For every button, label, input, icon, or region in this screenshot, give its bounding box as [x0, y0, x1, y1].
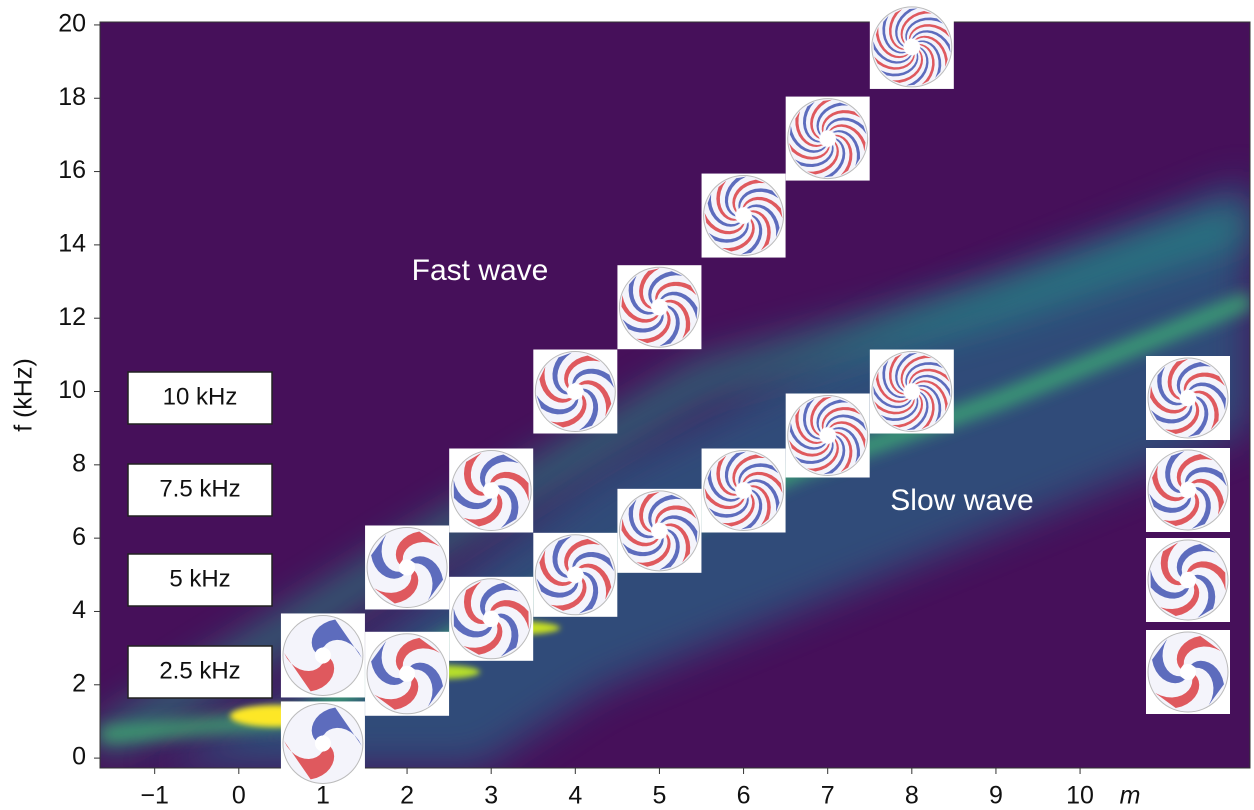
- glyph-hub: [1180, 482, 1196, 498]
- glyph-hub: [483, 482, 499, 498]
- glyph-hub: [567, 384, 583, 400]
- y-tick-label: 14: [58, 229, 86, 257]
- mode-pattern: [870, 5, 954, 89]
- glyph-hub: [399, 666, 415, 682]
- x-tick-label: 1: [316, 782, 330, 810]
- mode-pattern: [281, 701, 365, 785]
- glyph-hub: [736, 208, 752, 224]
- glyph-hub: [904, 39, 920, 55]
- y-tick-label: 10: [58, 376, 86, 404]
- mode-pattern: [702, 174, 786, 258]
- x-tick-label: 9: [989, 782, 1003, 810]
- glyph-hub: [1180, 390, 1196, 406]
- x-tick-label: 5: [652, 782, 666, 810]
- glyph-hub: [820, 428, 836, 444]
- annotation: Fast wave: [412, 254, 549, 287]
- y-axis-label: f (kHz): [10, 358, 38, 432]
- glyph-hub: [651, 299, 667, 315]
- glyph-hub: [820, 131, 836, 147]
- x-tick-label: 2: [400, 782, 414, 810]
- y-tick-label: 20: [58, 10, 86, 38]
- frequency-box-label: 2.5 kHz: [159, 657, 240, 684]
- x-tick-label: 8: [905, 782, 919, 810]
- mode-pattern: [533, 350, 617, 434]
- y-tick-label: 8: [72, 449, 86, 477]
- chart: Fast wave Slow wave f (kHz) m 0246810121…: [0, 0, 1254, 810]
- side-pattern: [1146, 448, 1230, 532]
- mode-pattern: [786, 97, 870, 181]
- x-tick-label: 6: [737, 782, 751, 810]
- side-pattern: [1146, 630, 1230, 714]
- glyph-hub: [315, 647, 331, 663]
- glyph-hub: [399, 559, 415, 575]
- y-tick-label: 16: [58, 156, 86, 184]
- glyph-hub: [567, 567, 583, 583]
- x-tick-label: 7: [821, 782, 835, 810]
- y-tick-label: 2: [72, 669, 86, 697]
- glyph-hub: [1180, 572, 1196, 588]
- mode-pattern: [617, 265, 701, 349]
- x-tick-label: 10: [1066, 782, 1094, 810]
- mode-pattern: [533, 533, 617, 617]
- mode-pattern: [870, 350, 954, 434]
- glyph-hub: [904, 384, 920, 400]
- frequency-box-label: 5 kHz: [169, 565, 230, 592]
- frequency-box-label: 10 kHz: [163, 383, 238, 410]
- side-pattern: [1146, 356, 1230, 440]
- annotation: Slow wave: [890, 484, 1033, 517]
- mode-pattern: [786, 394, 870, 478]
- frequency-box-label: 7.5 kHz: [159, 475, 240, 502]
- mode-pattern: [365, 632, 449, 716]
- x-tick-label: 3: [484, 782, 498, 810]
- y-tick-label: 12: [58, 303, 86, 331]
- mode-pattern: [365, 525, 449, 609]
- x-tick-label: 0: [232, 782, 246, 810]
- mode-pattern: [449, 448, 533, 532]
- x-axis-label: m: [1120, 782, 1141, 810]
- y-tick-label: 6: [72, 523, 86, 551]
- y-tick-label: 18: [58, 83, 86, 111]
- mode-pattern: [702, 448, 786, 532]
- glyph-hub: [651, 523, 667, 539]
- mode-pattern: [281, 613, 365, 697]
- mode-pattern: [617, 489, 701, 573]
- glyph-hub: [736, 482, 752, 498]
- glyph-hub: [1180, 664, 1196, 680]
- side-pattern: [1146, 538, 1230, 622]
- mode-pattern: [449, 577, 533, 661]
- glyph-hub: [483, 611, 499, 627]
- y-tick-label: 0: [72, 743, 86, 771]
- x-tick-label: −1: [140, 782, 169, 810]
- y-tick-label: 4: [72, 596, 86, 624]
- glyph-hub: [315, 735, 331, 751]
- x-tick-label: 4: [568, 782, 582, 810]
